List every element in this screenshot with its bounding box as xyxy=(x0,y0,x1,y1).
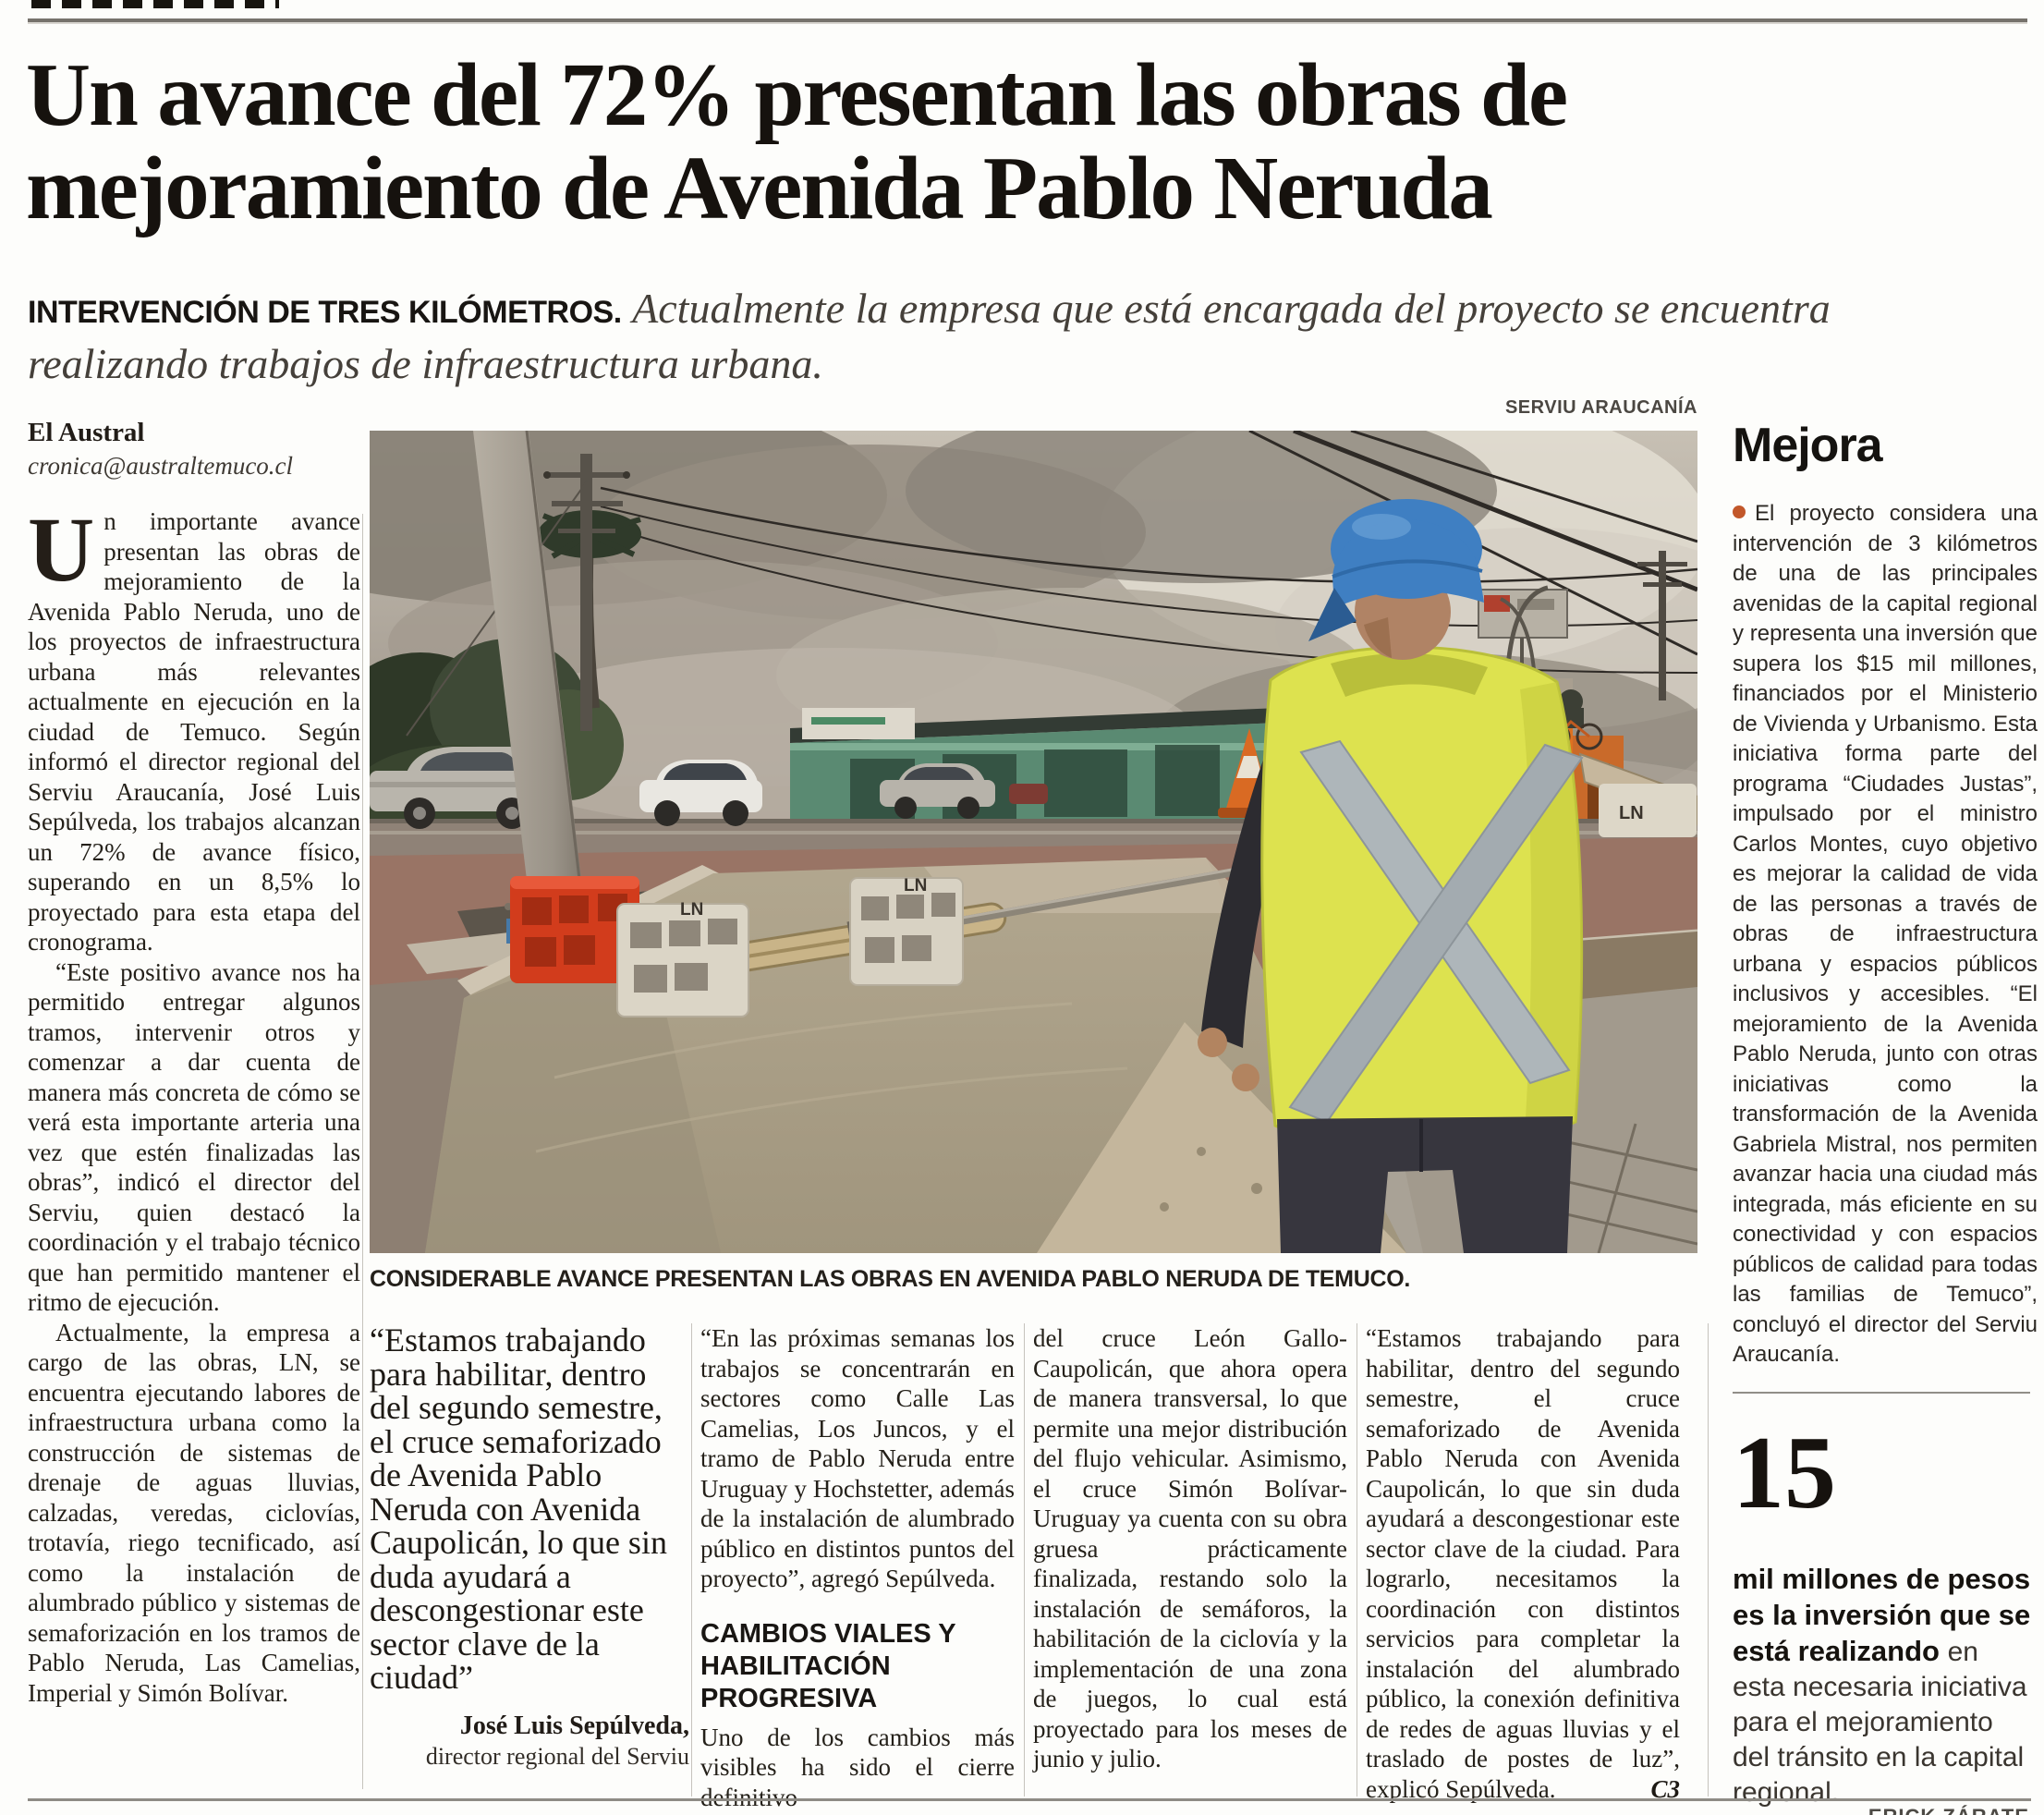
article-column-2: “En las próximas semanas los trabajos se… xyxy=(700,1323,1015,1812)
bottom-rule xyxy=(28,1798,2031,1801)
photo-credit: SERVIU ARAUCANÍA xyxy=(1504,397,1697,418)
paragraph: “Estamos trabajando para habilitar, dent… xyxy=(1366,1323,1680,1804)
cropped-section-text xyxy=(31,0,279,8)
quote-role: director regional del Serviu xyxy=(425,1742,689,1770)
top-rule xyxy=(28,18,2027,24)
sidebar-divider xyxy=(1733,1392,2030,1394)
sidebar-text: El proyecto considera una intervención d… xyxy=(1733,501,2038,1367)
sidebar-title: Mejora xyxy=(1733,419,1883,472)
paragraph-text: “Estamos trabajando para habilitar, dent… xyxy=(1366,1324,1680,1803)
paragraph: “En las próximas semanas los trabajos se… xyxy=(700,1324,1015,1592)
headline-line1: Un avance del 72% presentan las obras de xyxy=(26,45,1568,144)
red-barrier xyxy=(510,876,639,983)
byline-email: cronica@australtemuco.cl xyxy=(28,452,294,480)
fresh-concrete xyxy=(425,858,1406,1253)
end-of-article-mark: C3 xyxy=(1650,1774,1680,1803)
column-divider xyxy=(362,514,363,1789)
bullet-icon xyxy=(1733,506,1746,518)
figure-bold-text: mil millones de pesos es la inversión qu… xyxy=(1733,1563,2031,1667)
byline: El Austral cronica@australtemuco.cl xyxy=(28,418,360,481)
byline-author: El Austral xyxy=(28,418,145,447)
deck-kicker: INTERVENCIÓN DE TRES KILÓMETROS. xyxy=(28,295,622,330)
deck-text: Actualmente la empresa que está encargad… xyxy=(28,285,1831,387)
figure-rest-text: en esta necesaria iniciativa para el mej… xyxy=(1733,1637,2027,1808)
column-divider xyxy=(1024,1323,1025,1797)
photo-caption: CONSIDERABLE AVANCE PRESENTAN LAS OBRAS … xyxy=(370,1266,1411,1292)
pickup-truck xyxy=(370,747,556,829)
white-car xyxy=(639,760,762,826)
column-divider xyxy=(1708,1323,1709,1797)
article-column-3: del cruce León Gallo-Caupolicán, que aho… xyxy=(1033,1323,1347,1774)
column-divider xyxy=(691,1323,692,1797)
white-barrier-center: LN xyxy=(616,900,749,1017)
barrier-label: LN xyxy=(680,900,703,920)
pull-quote-column: “Estamos trabajando para habilitar, dent… xyxy=(370,1323,689,1771)
drop-cap: U xyxy=(28,498,95,601)
figure-text: mil millones de pesos es la inversión qu… xyxy=(1733,1562,2038,1810)
paragraph: “Este positivo avance nos ha permitido e… xyxy=(28,957,360,1317)
headline: Un avance del 72% presentan las obras de… xyxy=(26,48,2022,235)
white-barrier-right: LN xyxy=(849,876,964,986)
barrier-label: LN xyxy=(1619,803,1644,823)
section-subhead: CAMBIOS VIALES Y HABILITACIÓN PROGRESIVA xyxy=(700,1618,956,1713)
paragraph: Uno de los cambios más visibles ha sido … xyxy=(700,1723,1015,1811)
paragraph-text: n importante avance presentan las obras … xyxy=(28,507,360,956)
figure-number: 15 xyxy=(1733,1416,1836,1530)
gray-sedan xyxy=(880,763,1048,819)
article-photo: ilumina xyxy=(370,431,1697,1253)
pull-quote: “Estamos trabajando para habilitar, dent… xyxy=(370,1322,667,1696)
photo-illustration: ilumina xyxy=(370,431,1697,1253)
quote-attribution: José Luis Sepúlveda, xyxy=(459,1711,689,1740)
headline-line2: mejoramiento de Avenida Pablo Neruda xyxy=(26,139,1493,238)
construction-worker xyxy=(1198,499,1584,1253)
paragraph: del cruce León Gallo-Caupolicán, que aho… xyxy=(1033,1324,1347,1772)
power-pole xyxy=(406,454,630,737)
deck: INTERVENCIÓN DE TRES KILÓMETROS. Actualm… xyxy=(28,283,2019,390)
barrier-label: LN xyxy=(904,876,927,895)
photographer-credit: ERICK ZÁRATE xyxy=(1571,1805,2029,1815)
article-column-4: “Estamos trabajando para habilitar, dent… xyxy=(1366,1323,1680,1804)
green-building xyxy=(790,708,1280,823)
paragraph: Actualmente, la empresa a cargo de las o… xyxy=(28,1318,360,1707)
sidebar-body: El proyecto considera una intervención d… xyxy=(1733,499,2038,1370)
